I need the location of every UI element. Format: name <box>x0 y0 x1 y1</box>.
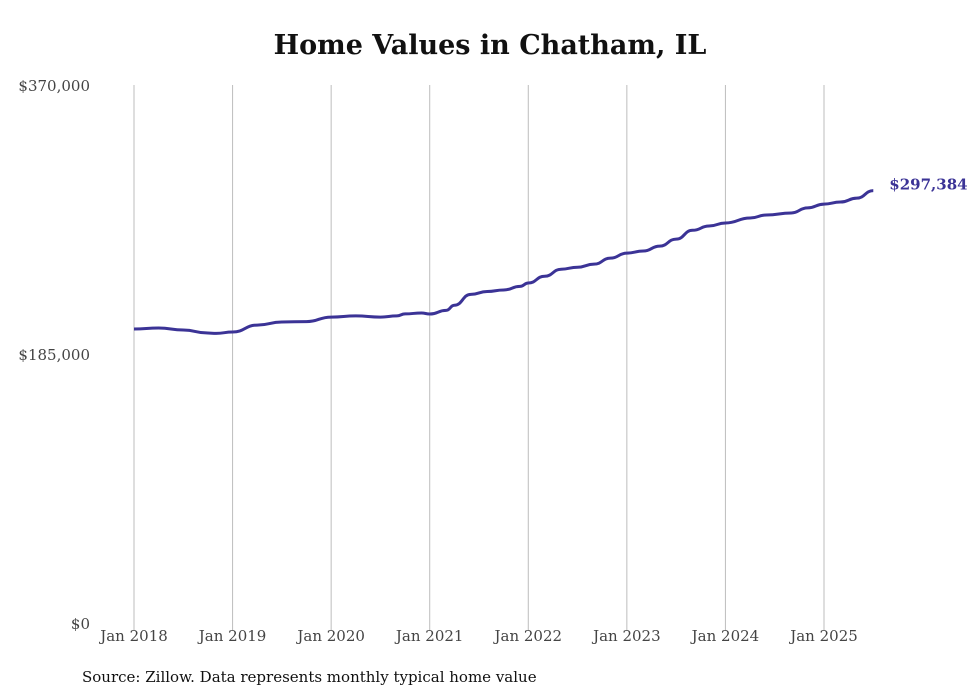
x-tick-label: Jan 2020 <box>295 627 365 645</box>
y-tick-label: $0 <box>71 615 90 633</box>
source-note: Source: Zillow. Data represents monthly … <box>82 668 537 686</box>
x-tick-label: Jan 2019 <box>197 627 267 645</box>
x-tick-label: Jan 2018 <box>98 627 168 645</box>
x-tick-label: Jan 2021 <box>394 627 464 645</box>
x-tick-label: Jan 2024 <box>690 627 760 645</box>
x-tick-label: Jan 2023 <box>591 627 661 645</box>
chart-title: Home Values in Chatham, IL <box>273 30 707 61</box>
x-tick-label: Jan 2025 <box>788 627 858 645</box>
y-tick-label: $185,000 <box>18 346 90 364</box>
end-value-label: $297,384 <box>889 176 967 194</box>
y-tick-label: $370,000 <box>18 77 90 95</box>
x-tick-label: Jan 2022 <box>493 627 563 645</box>
series-line <box>133 189 874 335</box>
